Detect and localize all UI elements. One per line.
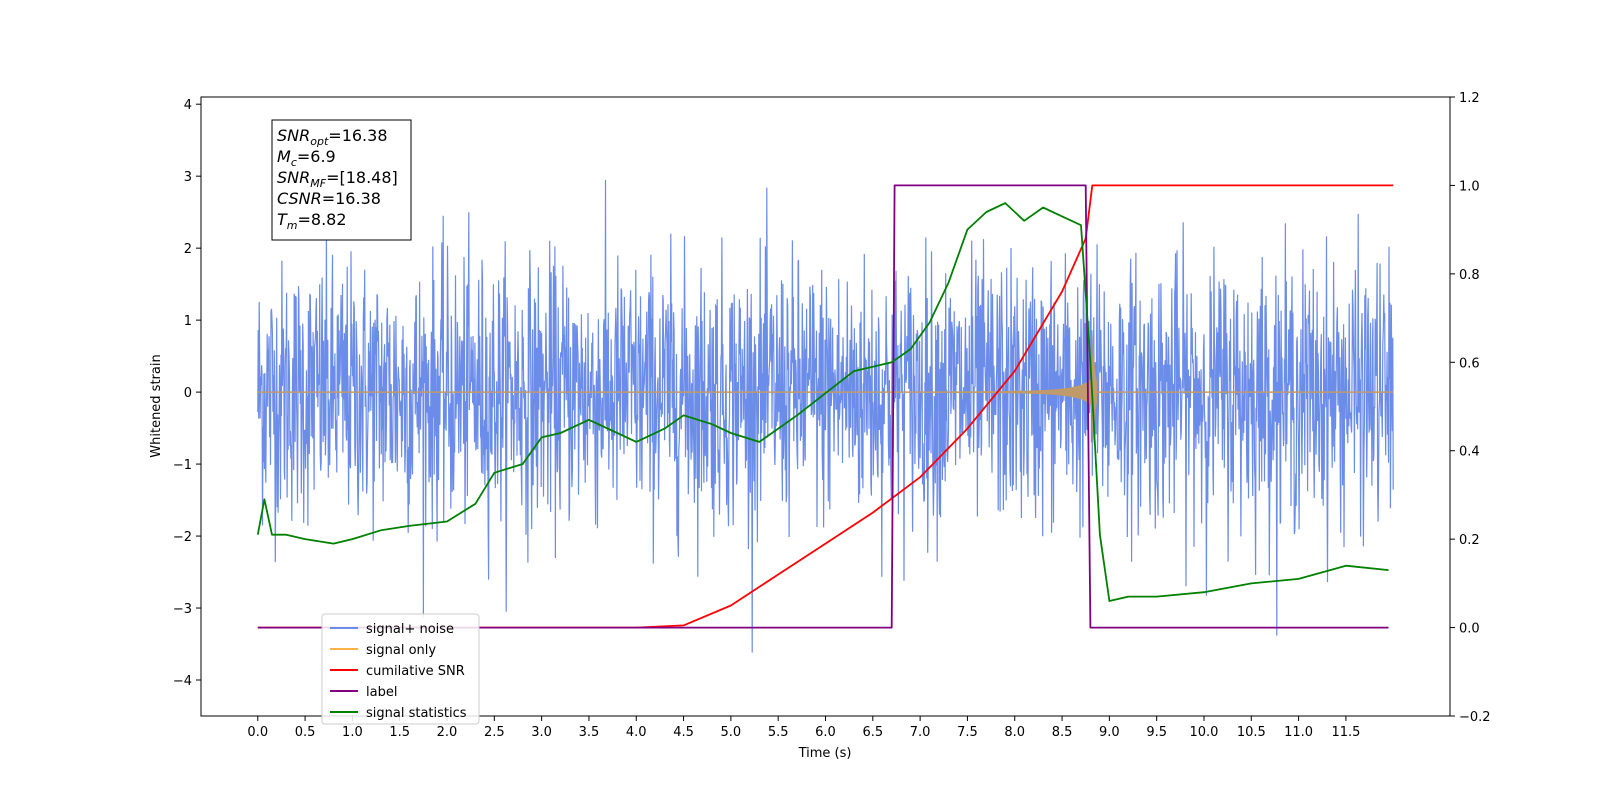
x-tick-label: 2.5 [484,725,505,740]
annotation-line: SNRopt=16.38 [277,126,388,148]
x-tick-label: 4.5 [673,725,694,740]
x-tick-label: 6.5 [862,725,883,740]
y-tick-label-left: −2 [173,530,192,545]
x-tick-label: 3.0 [531,725,552,740]
annotation-line: SNRMF=[18.48] [277,168,398,190]
x-tick-label: 5.0 [721,725,742,740]
y-tick-label-right: 0.0 [1459,622,1480,637]
series-label [257,184,1389,629]
x-tick-label: 4.0 [626,725,647,740]
x-axis-label: Time (s) [798,746,852,761]
annotation-line: Tm=8.82 [277,210,347,232]
annotation-line: CSNR=16.38 [277,189,381,208]
x-tick-label: 0.5 [295,725,316,740]
annotation-box: SNRopt=16.38Mc=6.9SNRMF=[18.48]CSNR=16.3… [271,119,412,241]
y-tick-label-left: 2 [184,242,192,257]
y-tick-label-left: 3 [184,170,192,185]
y-tick-label-right: 0.2 [1459,533,1480,548]
y-axis-right: 1.2 1.0 0.8 0.6 0.4 0.2 0.0 −0.2 [1450,91,1491,725]
legend-label: signal+ noise [366,622,454,637]
y-tick-label-left: 0 [184,386,192,401]
x-tick-label: 11.5 [1331,725,1360,740]
legend-label: cumilative SNR [366,664,465,679]
x-tick-label: 8.0 [1004,725,1025,740]
y-tick-label-right: 0.8 [1459,268,1480,283]
y-tick-label-left: −3 [173,602,192,617]
x-tick-label: 9.5 [1146,725,1167,740]
x-axis: 0.0 0.5 1.0 1.5 2.0 2.5 3.0 3.5 4.0 4.5 5.0 5.5 6.0 6… [247,716,1360,740]
y-tick-label-right: −0.2 [1459,710,1491,725]
x-tick-label: 10.5 [1237,725,1266,740]
y-axis-left: 4 3 2 1 0 −1 −2 −3 −4 [173,98,201,689]
x-tick-label: 10.0 [1190,725,1219,740]
x-tick-label: 7.5 [957,725,978,740]
x-tick-label: 2.0 [437,725,458,740]
y-tick-label-left: 1 [184,314,192,329]
x-tick-label: 8.5 [1052,725,1073,740]
y-tick-label-right: 1.0 [1459,179,1480,194]
x-tick-label: 9.0 [1099,725,1120,740]
x-tick-label: 11.0 [1284,725,1313,740]
y-tick-label-left: 4 [184,98,192,113]
y-axis-label-left: Whitened strain [149,354,164,457]
x-tick-label: 1.5 [389,725,410,740]
y-tick-label-left: −1 [173,458,192,473]
legend-label: signal statistics [366,706,467,721]
annotation-line: Mc=6.9 [277,147,336,169]
legend-label: label [366,685,397,700]
x-tick-label: 3.5 [579,725,600,740]
legend: signal+ noise signal only cumilative SNR la… [321,613,480,725]
x-tick-label: 5.5 [768,725,789,740]
x-tick-label: 6.0 [815,725,836,740]
y-tick-label-right: 1.2 [1459,91,1480,106]
y-tick-label-left: −4 [173,674,192,689]
y-tick-label-right: 0.4 [1459,445,1480,460]
series-signal-noise [257,179,1394,653]
x-tick-label: 1.0 [342,725,363,740]
series-layer [256,179,1394,653]
x-tick-label: 0.0 [247,725,268,740]
legend-label: signal only [366,643,436,658]
y-tick-label-right: 0.6 [1459,356,1480,371]
x-tick-label: 7.0 [910,725,931,740]
series-signal-statistics [256,202,1389,602]
